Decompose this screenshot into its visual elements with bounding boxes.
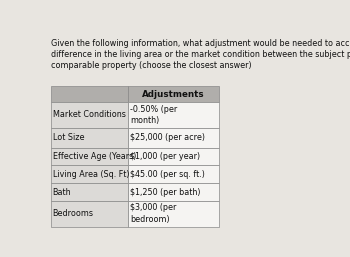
Text: difference in the living area or the market condition between the subject proper: difference in the living area or the mar… <box>50 50 350 59</box>
Text: Adjustments: Adjustments <box>142 90 205 99</box>
Bar <box>50 148 128 166</box>
Bar <box>50 86 128 102</box>
Text: $45.00 (per sq. ft.): $45.00 (per sq. ft.) <box>130 170 205 179</box>
Bar <box>128 166 219 183</box>
Bar <box>50 128 128 148</box>
Text: $3,000 (per
bedroom): $3,000 (per bedroom) <box>130 204 176 224</box>
Text: Effective Age (Years): Effective Age (Years) <box>53 152 136 161</box>
Bar <box>50 102 128 128</box>
Bar <box>50 183 128 201</box>
Text: $1,000 (per year): $1,000 (per year) <box>130 152 200 161</box>
Text: -0.50% (per
month): -0.50% (per month) <box>130 105 177 125</box>
Bar <box>128 86 219 102</box>
Text: Bedrooms: Bedrooms <box>53 209 94 218</box>
Bar <box>128 201 219 227</box>
Bar <box>128 183 219 201</box>
Text: Lot Size: Lot Size <box>53 133 84 142</box>
Text: Bath: Bath <box>53 188 71 197</box>
Text: Given the following information, what adjustment would be needed to account for : Given the following information, what ad… <box>50 39 350 48</box>
Text: comparable property (choose the closest answer): comparable property (choose the closest … <box>50 61 251 70</box>
Text: $1,250 (per bath): $1,250 (per bath) <box>130 188 201 197</box>
Text: Living Area (Sq. Ft): Living Area (Sq. Ft) <box>53 170 129 179</box>
Text: $25,000 (per acre): $25,000 (per acre) <box>130 133 205 142</box>
Text: Market Conditions: Market Conditions <box>53 111 126 120</box>
Bar <box>128 148 219 166</box>
Bar <box>128 128 219 148</box>
Bar <box>128 102 219 128</box>
Bar <box>50 166 128 183</box>
Bar <box>50 201 128 227</box>
